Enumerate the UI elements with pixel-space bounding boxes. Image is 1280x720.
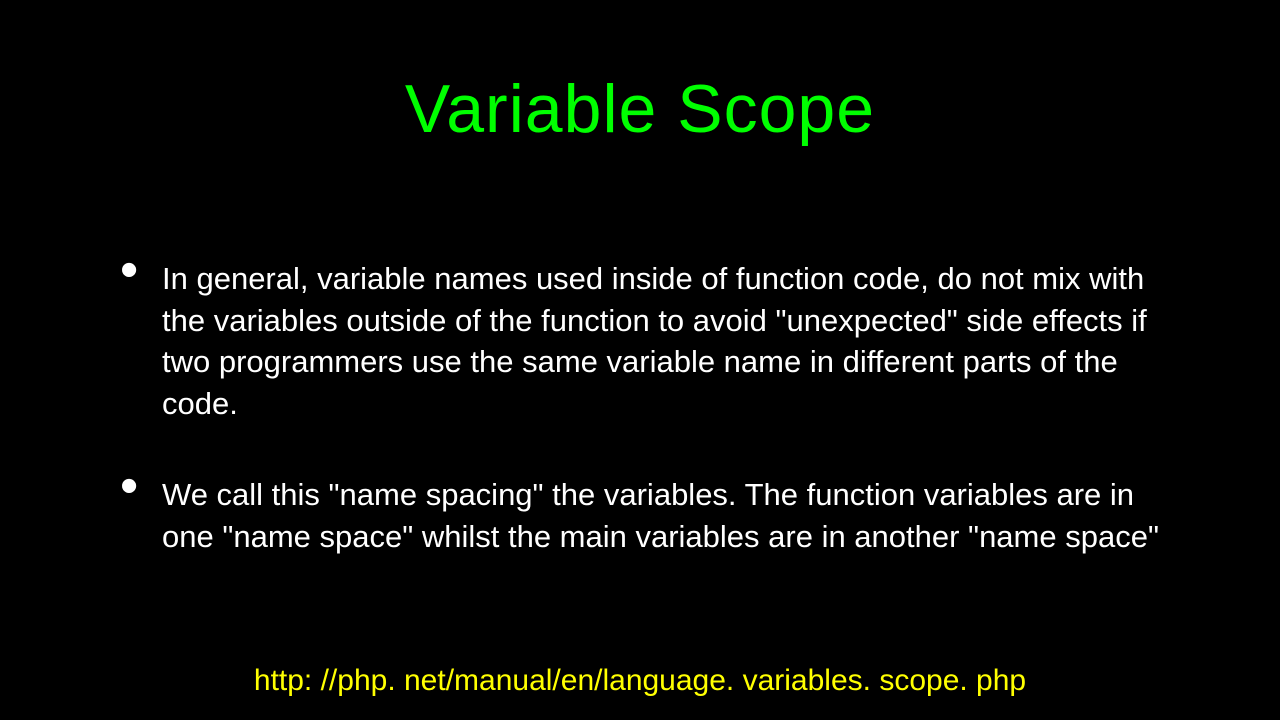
bullet-text: We call this "name spacing" the variable… — [162, 477, 1159, 554]
bullet-list: • In general, variable names used inside… — [90, 258, 1190, 557]
list-item: • In general, variable names used inside… — [120, 258, 1190, 424]
footer-link: http: //php. net/manual/en/language. var… — [0, 664, 1280, 698]
slide: Variable Scope • In general, variable na… — [0, 0, 1280, 720]
bullet-icon: • — [120, 460, 138, 512]
bullet-icon: • — [120, 244, 138, 296]
slide-title: Variable Scope — [90, 70, 1190, 148]
list-item: • We call this "name spacing" the variab… — [120, 474, 1190, 557]
bullet-text: In general, variable names used inside o… — [162, 261, 1147, 421]
